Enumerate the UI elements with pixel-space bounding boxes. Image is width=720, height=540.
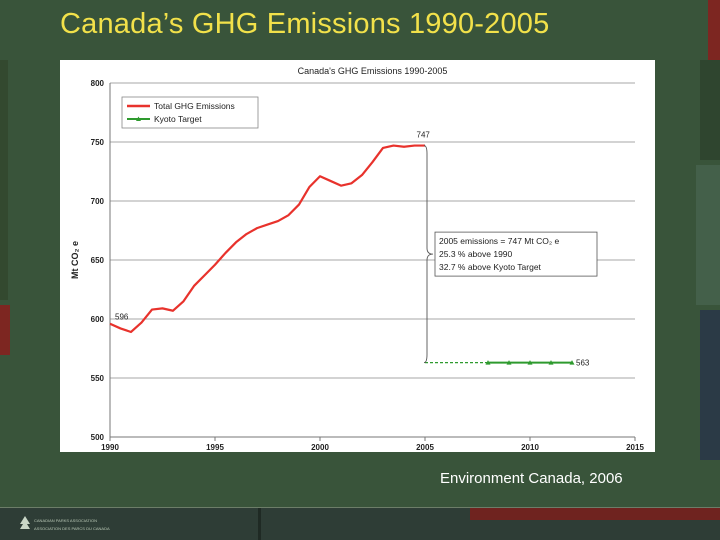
y-tick-label-550: 550 [91,374,105,383]
decor-block-top-right-red [708,0,720,60]
source-credit: Environment Canada, 2006 [440,470,623,487]
label-2005-peak-value: 747 [417,131,431,140]
decor-block-right-navy [700,310,720,460]
legend-marker-kyoto [136,116,141,121]
chart-title: Canada's GHG Emissions 1990-2005 [298,66,448,76]
decor-block-right-dark [700,60,720,160]
x-tick-label-2000: 2000 [311,443,329,452]
x-tick-label-1990: 1990 [101,443,119,452]
annotation-layer: 596 747 563 2005 emissions = 747 Mt CO₂ e 25… [115,131,598,368]
x-tick-label-1995: 1995 [206,443,224,452]
x-tick-label-2005: 2005 [416,443,434,452]
decor-block-left-dark [0,60,8,300]
x-tick-label-2010: 2010 [521,443,539,452]
parks-logo-icon [20,516,30,529]
legend: Total GHG Emissions Kyoto Target [121,96,259,129]
y-tick-label-500: 500 [91,433,105,442]
kyoto-point-2010 [527,360,533,365]
y-tick-label-700: 700 [91,197,105,206]
kyoto-point-2011 [548,360,554,365]
axes-layer: Canada's GHG Emissions 1990-2005 500 550 60… [70,66,644,452]
series-line-total-ghg [109,144,425,334]
kyoto-point-2009 [506,360,512,365]
kyoto-point-2012 [569,360,575,365]
slide-title: Canada’s GHG Emissions 1990-2005 [60,8,550,40]
callout-line-2: 25.3 % above 1990 [439,249,513,259]
decor-block-left-red [0,305,10,355]
emissions-gap-brace [423,145,434,364]
decor-footer-divider [258,508,261,540]
emissions-line-chart: Canada's GHG Emissions 1990-2005 500 550 60… [70,66,644,452]
decor-footer-line [0,507,720,508]
callout-line-1: 2005 emissions = 747 Mt CO₂ e [439,236,560,246]
legend-label-total-ghg: Total GHG Emissions [154,101,235,111]
y-axis-label: Mt CO₂ e [70,241,80,279]
callout-box [434,231,598,277]
y-tick-label-800: 800 [91,79,105,88]
x-tick-label-2015: 2015 [626,443,644,452]
footer-org-en: CANADIAN PARKS ASSOCIATION [34,518,97,523]
series-layer [109,144,575,365]
callout-line-3: 32.7 % above Kyoto Target [439,262,542,272]
footer-org-fr: ASSOCIATION DES PARCS DU CANADA [34,526,110,531]
y-tick-label-750: 750 [91,138,105,147]
decor-block-right-mid [696,165,720,305]
y-tick-label-650: 650 [91,256,105,265]
legend-box [121,96,259,129]
label-kyoto-target-value: 563 [576,359,590,368]
label-1990-value: 596 [115,313,129,322]
chart-panel: Canada's GHG Emissions 1990-2005 500 550 60… [60,60,655,452]
y-tick-label-600: 600 [91,315,105,324]
decor-footer-red [470,508,720,520]
legend-label-kyoto: Kyoto Target [154,114,202,124]
